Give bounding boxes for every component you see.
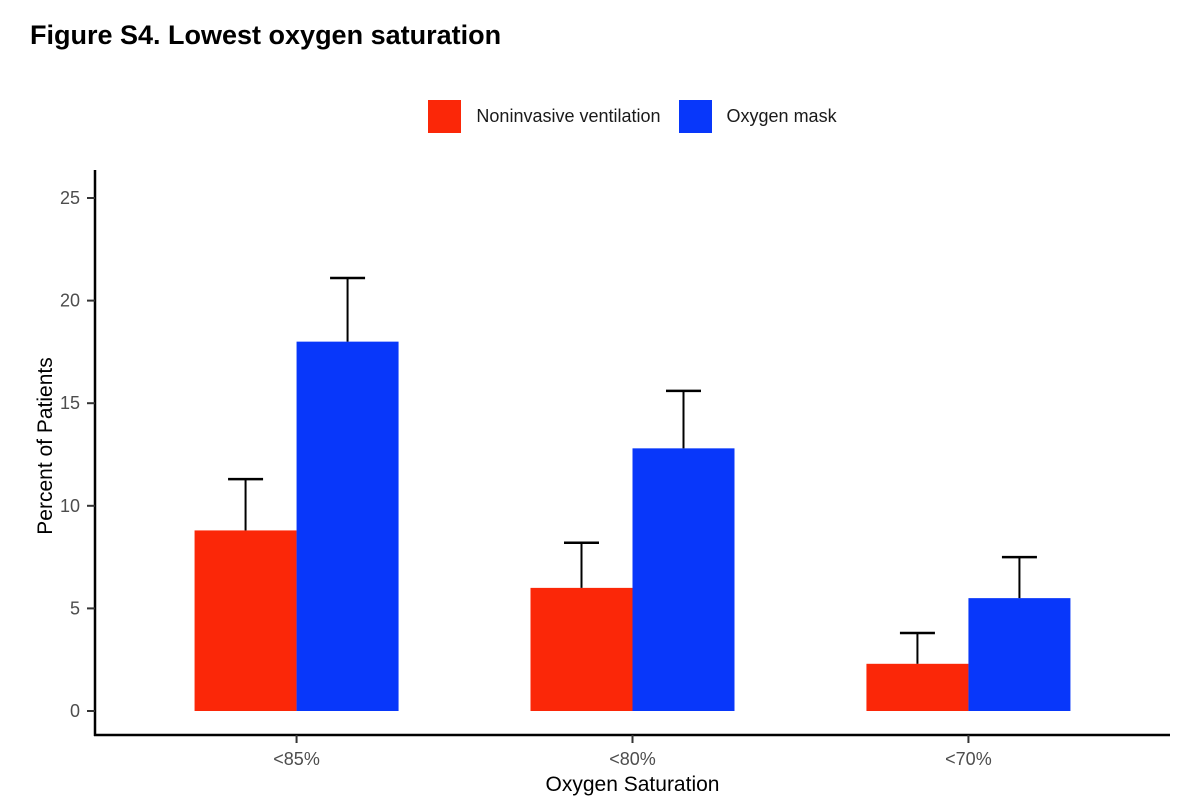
y-tick-label: 0 [70, 701, 80, 721]
figure-title: Figure S4. Lowest oxygen saturation [30, 20, 502, 50]
bar-mask-group3 [968, 598, 1071, 711]
legend-item-noninvasive-ventilation: Noninvasive ventilation [428, 100, 661, 133]
legend-swatch-blue [678, 100, 712, 133]
bar-noninvasive-group2 [530, 587, 633, 711]
y-axis-title: Percent of Patients [34, 357, 57, 534]
y-tick-label: 5 [70, 598, 80, 618]
bar-noninvasive-group1 [194, 530, 297, 711]
x-axis-title: Oxygen Saturation [546, 773, 720, 796]
chart-legend: Noninvasive ventilation Oxygen mask [95, 100, 1170, 133]
y-tick-label: 10 [60, 496, 80, 516]
y-tick-label: 20 [60, 291, 80, 311]
legend-label-noninvasive-ventilation: Noninvasive ventilation [476, 106, 661, 126]
bar-mask-group2 [632, 448, 735, 711]
x-tick-label: <80% [609, 749, 656, 769]
x-tick-label: <85% [273, 749, 320, 769]
bar-noninvasive-group3 [866, 663, 969, 711]
legend-item-oxygen-mask: Oxygen mask [678, 100, 837, 133]
x-tick-label: <70% [945, 749, 992, 769]
y-tick-label: 25 [60, 188, 80, 208]
bar-mask-group1 [296, 341, 399, 711]
legend-swatch-red [428, 100, 462, 133]
y-tick-label: 15 [60, 393, 80, 413]
legend-label-oxygen-mask: Oxygen mask [726, 106, 837, 126]
